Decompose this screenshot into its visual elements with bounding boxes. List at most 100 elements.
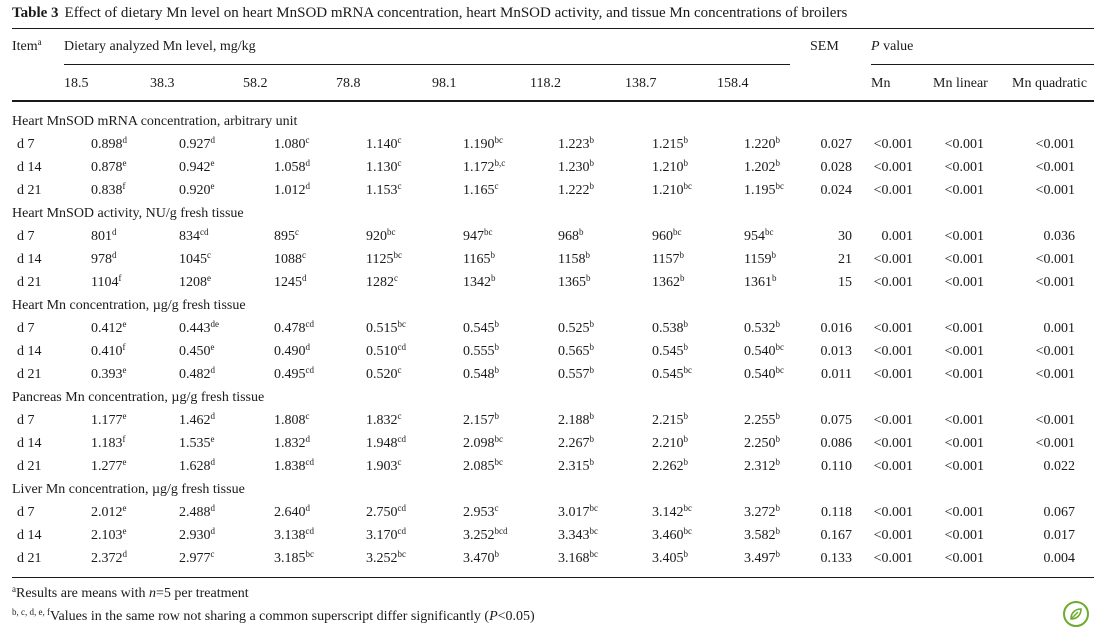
table-cell-value: 1.628d — [179, 457, 215, 475]
column-header-p: Mn — [871, 76, 891, 91]
table-cell-sem: 0.118 — [821, 505, 852, 520]
table-cell-value: 1125bc — [366, 250, 402, 268]
table-cell-p: <0.001 — [1035, 137, 1075, 152]
table-cell-value: 2.977c — [179, 549, 215, 567]
table-cell-p: <0.001 — [1035, 275, 1075, 290]
table-cell-value: 1.220b — [744, 135, 780, 153]
table-cell-sem: 0.075 — [820, 413, 853, 428]
row-label: d 7 — [17, 321, 35, 336]
table-cell-p: <0.001 — [1035, 367, 1075, 382]
table-cell-p: <0.001 — [1035, 183, 1075, 198]
table-cell-p: <0.001 — [873, 344, 913, 359]
table-cell-sem: 0.110 — [821, 459, 852, 474]
table-cell-p: <0.001 — [873, 436, 913, 451]
table-cell-value: 1.210bc — [652, 181, 692, 199]
table-cell-value: 0.942e — [179, 158, 215, 176]
table-cell-value: 1.210b — [652, 158, 688, 176]
table-cell-value: 1088c — [274, 250, 306, 268]
row-label: d 21 — [17, 551, 42, 566]
table-cell-value: 3.252bc — [366, 549, 406, 567]
table-cell-value: 0.443de — [179, 319, 219, 337]
table-cell-value: 2.098bc — [463, 434, 503, 452]
table-cell-value: 0.927d — [179, 135, 215, 153]
table-cell-value: 2.188b — [558, 411, 594, 429]
table-cell-value: 0.510cd — [366, 342, 406, 360]
table-cell-value: 2.488d — [179, 503, 215, 521]
table-cell-sem: 30 — [838, 229, 852, 244]
column-header-sem: SEM — [810, 39, 839, 54]
table-cell-value: 0.898d — [91, 135, 127, 153]
table-cell-value: 1342b — [463, 273, 496, 291]
table-cell-value: 1165b — [463, 250, 495, 268]
table-cell-value: 1.230b — [558, 158, 594, 176]
table-cell-value: 2.255b — [744, 411, 780, 429]
table-cell-sem: 0.013 — [820, 344, 853, 359]
table-cell-p: <0.001 — [873, 413, 913, 428]
table-cell-p: <0.001 — [873, 505, 913, 520]
table-cell-p: <0.001 — [873, 459, 913, 474]
table-cell-value: 2.930d — [179, 526, 215, 544]
table-cell-value: 1.832c — [366, 411, 402, 429]
dietary-span-rule — [64, 64, 790, 65]
table-cell-value: 3.497b — [744, 549, 780, 567]
table-cell-p: 0.017 — [1043, 528, 1076, 543]
table-cell-sem: 0.028 — [820, 160, 853, 175]
table-cell-p: <0.001 — [1035, 160, 1075, 175]
table-cell-sem: 0.133 — [820, 551, 853, 566]
table-cell-p: <0.001 — [873, 551, 913, 566]
table-cell-value: 1.080c — [274, 135, 310, 153]
table-cell-p: <0.001 — [873, 160, 913, 175]
table-cell-value: 947bc — [463, 227, 493, 245]
table-cell-value: 895c — [274, 227, 299, 245]
table-cell-value: 0.490d — [274, 342, 310, 360]
table-cell-value: 0.532b — [744, 319, 780, 337]
table-cell-p: <0.001 — [944, 252, 984, 267]
table-cell-value: 3.138cd — [274, 526, 314, 544]
table-cell-sem: 15 — [838, 275, 852, 290]
table-cell-value: 0.538b — [652, 319, 688, 337]
table-cell-value: 920bc — [366, 227, 396, 245]
table-cell-value: 2.215b — [652, 411, 688, 429]
table-cell-p: <0.001 — [944, 229, 984, 244]
table-cell-value: 1.832d — [274, 434, 310, 452]
table-cell-value: 3.460bc — [652, 526, 692, 544]
table-cell-value: 960bc — [652, 227, 682, 245]
row-label: d 14 — [17, 160, 42, 175]
column-header-level: 158.4 — [717, 76, 749, 91]
table-cell-value: 3.405b — [652, 549, 688, 567]
column-header-level: 78.8 — [336, 76, 361, 91]
table-cell-value: 1.215b — [652, 135, 688, 153]
column-header-pvalue: P value — [871, 39, 914, 54]
table-cell-value: 1245d — [274, 273, 307, 291]
table-cell-value: 0.545b — [652, 342, 688, 360]
table-cell-p: <0.001 — [944, 275, 984, 290]
table-cell-value: 3.252bcd — [463, 526, 508, 544]
table-cell-value: 0.478cd — [274, 319, 314, 337]
springer-leaf-icon — [1063, 601, 1089, 627]
column-header-level: 18.5 — [64, 76, 89, 91]
table-cell-value: 1.183f — [91, 434, 126, 452]
table-cell-p: <0.001 — [873, 275, 913, 290]
table-cell-value: 1.058d — [274, 158, 310, 176]
table-cell-value: 3.168bc — [558, 549, 598, 567]
table-cell-value: 0.540bc — [744, 365, 784, 383]
table-cell-p: <0.001 — [944, 459, 984, 474]
pvalue-span-rule — [871, 64, 1094, 65]
table-cell-p: 0.036 — [1043, 229, 1076, 244]
table-cell-value: 1.808c — [274, 411, 310, 429]
table-cell-p: <0.001 — [873, 137, 913, 152]
table-cell-value: 1.140c — [366, 135, 402, 153]
table-cell-p: <0.001 — [873, 321, 913, 336]
table-cell-value: 0.920e — [179, 181, 215, 199]
table-cell-value: 0.412e — [91, 319, 127, 337]
table-cell-p: <0.001 — [944, 183, 984, 198]
table-cell-value: 2.315b — [558, 457, 594, 475]
table-cell-value: 0.545b — [463, 319, 499, 337]
table-cell-value: 834cd — [179, 227, 209, 245]
table-cell-value: 2.312b — [744, 457, 780, 475]
table-cell-p: 0.001 — [881, 229, 914, 244]
table-cell-p: 0.067 — [1043, 505, 1076, 520]
row-label: d 14 — [17, 436, 42, 451]
table-cell-value: 3.343bc — [558, 526, 598, 544]
table-cell-sem: 0.027 — [820, 137, 853, 152]
